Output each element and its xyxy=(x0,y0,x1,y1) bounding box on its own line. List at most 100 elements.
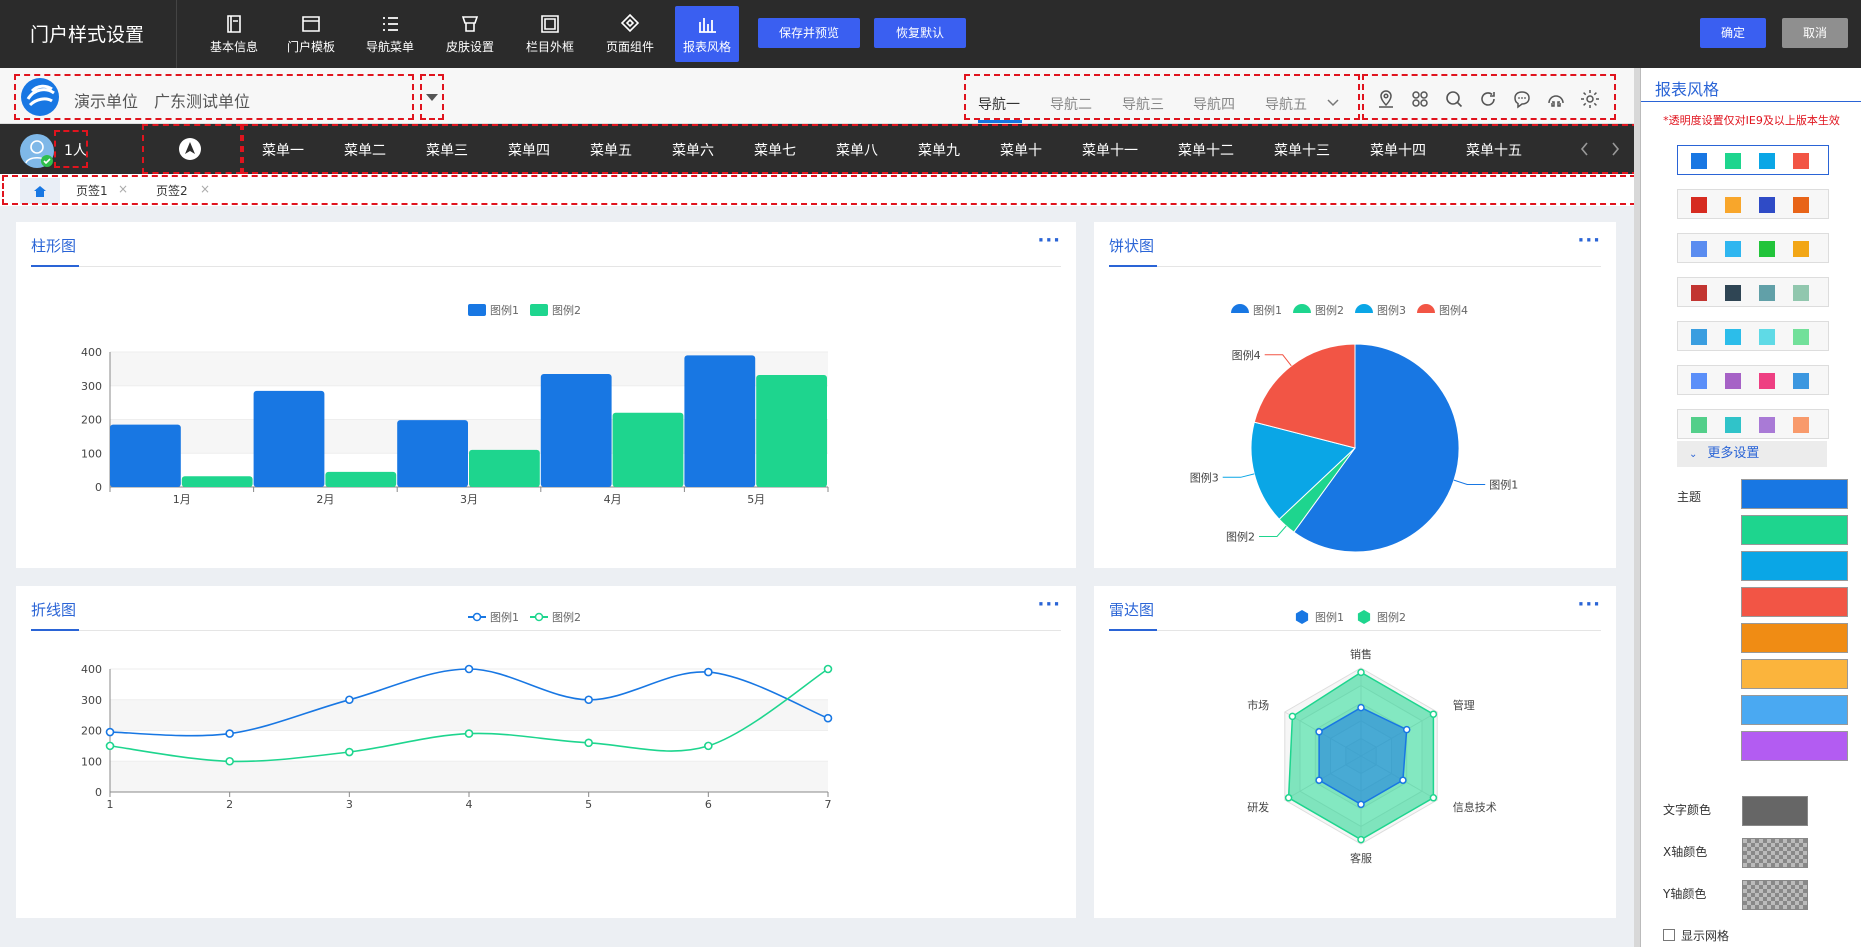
tab-1-close-icon[interactable]: × xyxy=(118,182,129,196)
theme-color-swatch[interactable] xyxy=(1741,623,1848,653)
x-axis-color-swatch[interactable] xyxy=(1742,838,1808,868)
palette-option[interactable] xyxy=(1677,277,1829,307)
palette-option[interactable] xyxy=(1677,321,1829,351)
column-frame-button[interactable]: 栏目外框 xyxy=(515,6,585,62)
avatar[interactable] xyxy=(20,134,54,168)
y-axis-color-swatch[interactable] xyxy=(1742,880,1808,910)
y-tick-label: 0 xyxy=(95,786,102,799)
menu-item-2[interactable]: 菜单二 xyxy=(344,143,386,159)
skin-settings-button[interactable]: 皮肤设置 xyxy=(435,6,505,62)
tab-2[interactable]: 页签2 xyxy=(156,184,188,198)
unit-region-outline[interactable] xyxy=(14,74,414,120)
palette-swatch xyxy=(1793,285,1809,301)
more-options-icon[interactable]: ··· xyxy=(1577,230,1601,251)
data-point xyxy=(1284,794,1293,802)
more-settings-toggle[interactable]: ⌄ 更多设置 xyxy=(1677,441,1827,467)
nav-menu-button[interactable]: 导航菜单 xyxy=(355,6,425,62)
data-point xyxy=(225,729,234,738)
text-color-swatch[interactable] xyxy=(1742,796,1808,826)
save-preview-button[interactable]: 保存并预览 xyxy=(758,18,860,48)
menu-item-4[interactable]: 菜单四 xyxy=(508,143,550,159)
legend-swatch xyxy=(1417,304,1435,313)
x-tick-label: 2月 xyxy=(316,493,334,506)
menu-item-15[interactable]: 菜单十五 xyxy=(1466,143,1522,159)
report-style-button[interactable]: 报表风格 xyxy=(675,6,739,62)
menu-item-7[interactable]: 菜单七 xyxy=(754,143,796,159)
menu-item-14[interactable]: 菜单十四 xyxy=(1370,143,1426,159)
theme-color-swatch[interactable] xyxy=(1741,587,1848,617)
book-icon xyxy=(227,15,241,33)
refresh-icon[interactable] xyxy=(1477,88,1499,110)
nav-item-2[interactable]: 导航二 xyxy=(1050,97,1092,113)
theme-color-swatch[interactable] xyxy=(1741,551,1848,581)
palette-option[interactable] xyxy=(1677,365,1829,395)
location-icon[interactable] xyxy=(1375,88,1397,110)
menu-item-13[interactable]: 菜单十三 xyxy=(1274,143,1330,159)
confirm-button[interactable]: 确定 xyxy=(1700,18,1766,48)
show-grid-checkbox[interactable] xyxy=(1663,929,1675,941)
pie-slice xyxy=(1250,421,1357,520)
restore-default-button[interactable]: 恢复默认 xyxy=(874,18,966,48)
preview-scrollbar[interactable] xyxy=(1634,68,1640,947)
navigation-arrow-icon[interactable] xyxy=(178,137,202,161)
nav-item-1[interactable]: 导航一 xyxy=(978,97,1020,113)
tab-1[interactable]: 页签1 xyxy=(76,184,108,198)
theme-color-swatch[interactable] xyxy=(1741,479,1848,509)
pie-chart-panel: 饼状图 ··· 图例1 图例2 图例3 图例4 图例1 图例2 图例3 图例4 xyxy=(1094,222,1616,568)
home-tab[interactable] xyxy=(20,178,60,204)
data-point xyxy=(704,667,713,677)
basic-info-label: 基本信息 xyxy=(209,40,258,54)
palette-option[interactable] xyxy=(1677,145,1829,175)
unit-dropdown-toggle[interactable] xyxy=(420,74,444,120)
top-toolbar: 门户样式设置 基本信息 门户模板 导航菜单 皮肤设置 栏目外框 页面组件 报表风… xyxy=(0,0,1861,68)
online-count: 1人 xyxy=(64,143,87,159)
panel-divider xyxy=(31,630,1061,631)
gear-icon[interactable] xyxy=(1579,88,1601,110)
palette-option[interactable] xyxy=(1677,233,1829,263)
more-options-icon[interactable]: ··· xyxy=(1037,594,1061,615)
menu-item-6[interactable]: 菜单六 xyxy=(672,143,714,159)
cancel-button[interactable]: 取消 xyxy=(1782,18,1848,48)
text-color-label: 文字颜色 xyxy=(1663,803,1712,817)
y-tick-label: 0 xyxy=(95,481,102,494)
palette-swatch xyxy=(1691,373,1707,389)
page-component-button[interactable]: 页面组件 xyxy=(595,6,665,62)
menu-item-9[interactable]: 菜单九 xyxy=(918,143,960,159)
palette-swatch xyxy=(1793,373,1809,389)
nav-item-3[interactable]: 导航三 xyxy=(1122,97,1164,113)
menu-next-icon[interactable] xyxy=(1608,141,1622,157)
palette-option[interactable] xyxy=(1677,409,1829,439)
menu-item-12[interactable]: 菜单十二 xyxy=(1178,143,1234,159)
menu-item-3[interactable]: 菜单三 xyxy=(426,143,468,159)
menu-item-1[interactable]: 菜单一 xyxy=(262,143,304,159)
apps-icon[interactable] xyxy=(1409,88,1431,110)
menu-item-5[interactable]: 菜单五 xyxy=(590,143,632,159)
x-tick-label: 3月 xyxy=(460,493,478,506)
data-point xyxy=(584,695,593,705)
theme-color-swatch[interactable] xyxy=(1741,659,1848,689)
theme-color-swatch[interactable] xyxy=(1741,515,1848,545)
basic-info-button[interactable]: 基本信息 xyxy=(199,6,269,62)
theme-color-swatch[interactable] xyxy=(1741,695,1848,725)
search-icon[interactable] xyxy=(1443,88,1465,110)
panel-title-underline xyxy=(1109,265,1157,267)
nav-more-chevron-icon[interactable] xyxy=(1326,96,1340,110)
menu-item-10[interactable]: 菜单十 xyxy=(1000,143,1042,159)
more-options-icon[interactable]: ··· xyxy=(1577,594,1601,615)
palette-option[interactable] xyxy=(1677,189,1829,219)
data-point xyxy=(1315,728,1323,736)
portal-template-button[interactable]: 门户模板 xyxy=(276,6,346,62)
nav-item-4[interactable]: 导航四 xyxy=(1193,97,1235,113)
theme-color-swatch[interactable] xyxy=(1741,731,1848,761)
data-point xyxy=(225,756,234,766)
nav-item-5[interactable]: 导航五 xyxy=(1265,97,1307,113)
more-options-icon[interactable]: ··· xyxy=(1037,230,1061,251)
portal-header: 演示单位 广东测试单位 导航一 导航二 导航三 导航四 导航五 xyxy=(0,68,1640,124)
menu-item-8[interactable]: 菜单八 xyxy=(836,143,878,159)
help-icon[interactable] xyxy=(1545,88,1567,110)
tab-2-close-icon[interactable]: × xyxy=(200,182,211,196)
menu-item-11[interactable]: 菜单十一 xyxy=(1082,143,1138,159)
chat-icon[interactable] xyxy=(1511,88,1533,110)
line-chart-panel: 折线图 ··· 图例1 图例2 0 100 200 300 400 1 2 3 4 5 6 7 xyxy=(16,586,1076,918)
menu-prev-icon[interactable] xyxy=(1578,141,1592,157)
